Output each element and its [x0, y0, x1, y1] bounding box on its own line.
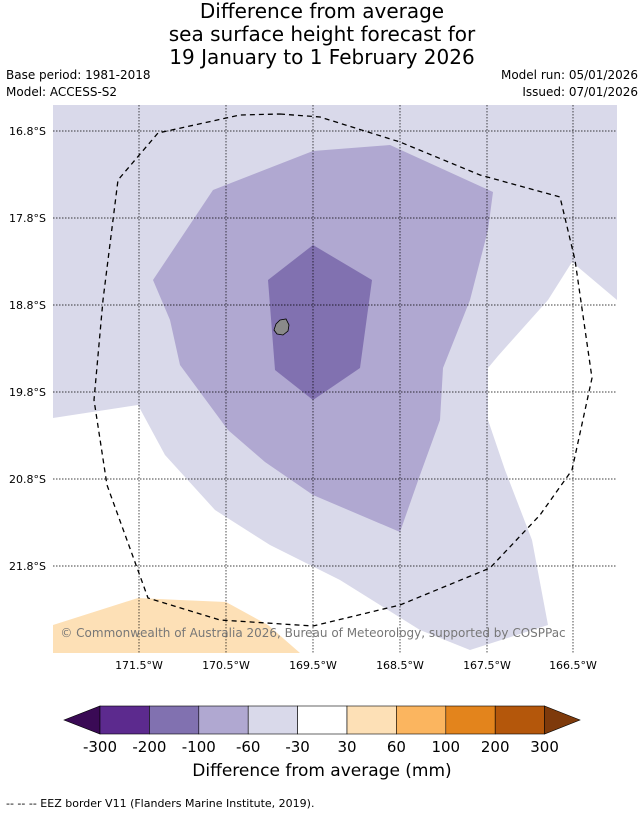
title-line-3: 19 January to 1 February 2026	[169, 45, 475, 69]
lat-label: 16.8°S	[9, 125, 46, 138]
lon-label: 168.5°W	[376, 659, 424, 672]
colorbar-band	[149, 705, 200, 735]
lon-label: 167.5°W	[463, 659, 511, 672]
gridlines	[53, 105, 617, 653]
colorbar-band	[396, 705, 447, 735]
map-area: © Commonwealth of Australia 2026, Bureau…	[53, 105, 617, 653]
model-run: Model run: 05/01/2026	[500, 68, 638, 82]
colorbar-band	[99, 705, 150, 735]
colorbar-tick-label: -200	[132, 738, 166, 756]
colorbar-band	[297, 705, 348, 735]
meta-right: Model run: 05/01/2026 Issued: 07/01/2026	[501, 67, 638, 101]
colorbar	[63, 705, 581, 735]
colorbar-tick-label: -300	[83, 738, 117, 756]
colorbar-band	[445, 705, 496, 735]
colorbar-tick-label: -60	[236, 738, 261, 756]
eez-footnote: -- -- -- EEZ border V11 (Flanders Marine…	[6, 797, 315, 810]
base-period: Base period: 1981-2018	[6, 68, 151, 82]
lat-label: 17.8°S	[9, 212, 46, 225]
lat-label: 19.8°S	[9, 386, 46, 399]
lon-label: 170.5°W	[202, 659, 250, 672]
lat-label: 18.8°S	[9, 299, 46, 312]
colorbar-tick-label: 30	[337, 738, 356, 756]
longitude-labels: 171.5°W 170.5°W 169.5°W 168.5°W 167.5°W …	[115, 659, 597, 672]
colorbar-tick-label: 200	[481, 738, 510, 756]
model-name: Model: ACCESS-S2	[6, 85, 118, 99]
colorbar-extend-low	[63, 705, 101, 735]
colorbar-tick-label: -100	[182, 738, 216, 756]
colorbar-tick-label: 300	[530, 738, 559, 756]
eez-border	[93, 113, 593, 627]
island-niue	[273, 318, 290, 336]
title-line-1: Difference from average	[199, 0, 445, 23]
latitude-labels: 16.8°S 17.8°S 18.8°S 19.8°S 20.8°S 21.8°…	[9, 125, 46, 573]
meta-left: Base period: 1981-2018 Model: ACCESS-S2	[6, 67, 151, 101]
colorbar-band	[198, 705, 249, 735]
colorbar-tick-label: -30	[285, 738, 310, 756]
contour-band-30-60	[53, 598, 300, 653]
issued-date: Issued: 07/01/2026	[522, 85, 638, 99]
title-line-2: sea surface height forecast for	[168, 22, 476, 46]
colorbar-band	[494, 705, 545, 735]
colorbar-tick-label: 60	[387, 738, 406, 756]
lon-label: 169.5°W	[289, 659, 337, 672]
colorbar-tick-labels: -300 -200 -100 -60 -30 30 60 100 200 300	[83, 738, 559, 756]
colorbar-title: Difference from average (mm)	[192, 761, 452, 781]
colorbar-extend-high	[544, 705, 581, 735]
colorbar-tick-label: 100	[431, 738, 460, 756]
colorbar-band	[346, 705, 397, 735]
colorbar-band	[247, 705, 298, 735]
lon-label: 166.5°W	[549, 659, 597, 672]
lat-label: 21.8°S	[9, 560, 46, 573]
map-title: Difference from average sea surface heig…	[0, 0, 644, 69]
copyright-notice: © Commonwealth of Australia 2026, Bureau…	[60, 626, 565, 640]
lat-label: 20.8°S	[9, 473, 46, 486]
lon-label: 171.5°W	[115, 659, 163, 672]
contour-band-m200-m100	[268, 245, 372, 400]
